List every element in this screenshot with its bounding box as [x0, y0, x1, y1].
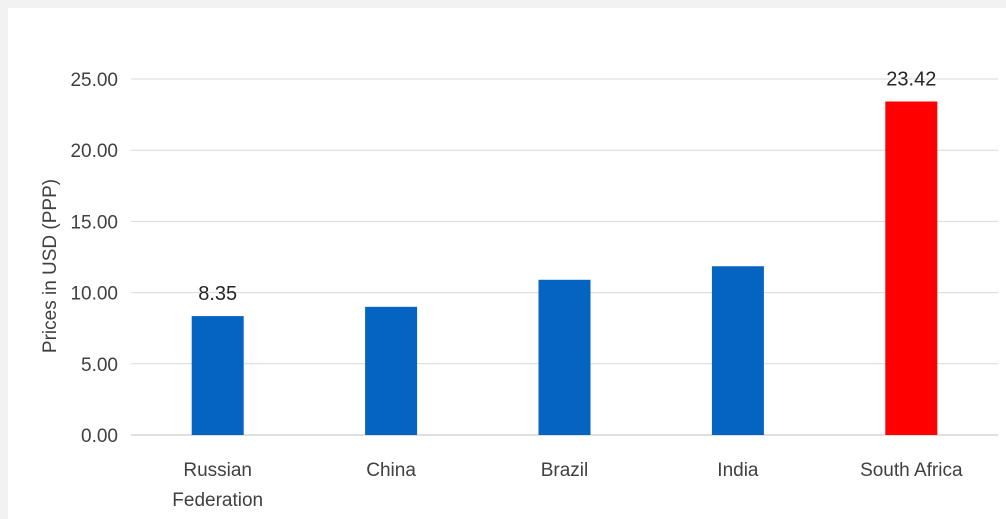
y-tick-label: 15.00: [70, 212, 118, 233]
y-axis-title: Prices in USD (PPP): [40, 179, 61, 353]
x-category-label: Brazil: [541, 460, 589, 481]
x-category-label: China: [366, 460, 416, 481]
bar: [365, 306, 418, 435]
y-tick-label: 20.00: [70, 141, 118, 162]
bar: [191, 316, 244, 435]
y-axis-ticks: 0.00 5.00 10.00 15.00 20.00 25.00: [70, 70, 118, 447]
bar: [885, 101, 938, 435]
x-category-label: Russian Federation: [172, 460, 263, 511]
y-tick-label: 0.00: [81, 426, 118, 447]
y-tick-label: 5.00: [81, 355, 118, 376]
bars: [191, 101, 938, 435]
y-tick-label: 25.00: [70, 70, 118, 91]
y-tick-label: 10.00: [70, 284, 118, 305]
bar-chart: 0.00 5.00 10.00 15.00 20.00 25.00 8.35 23.42 R…: [40, 68, 998, 511]
data-label: 23.42: [886, 68, 936, 90]
x-axis-categories: Russian Federation China Brazil India South A…: [172, 460, 963, 511]
chart-panel: 0.00 5.00 10.00 15.00 20.00 25.00 8.35 23.42 R…: [8, 8, 1006, 519]
bar: [711, 266, 764, 435]
bar: [538, 279, 591, 435]
data-label: 8.35: [198, 283, 237, 305]
x-category-label: South Africa: [860, 460, 963, 481]
x-category-label: India: [717, 460, 759, 481]
data-labels: 8.35 23.42: [198, 68, 936, 305]
